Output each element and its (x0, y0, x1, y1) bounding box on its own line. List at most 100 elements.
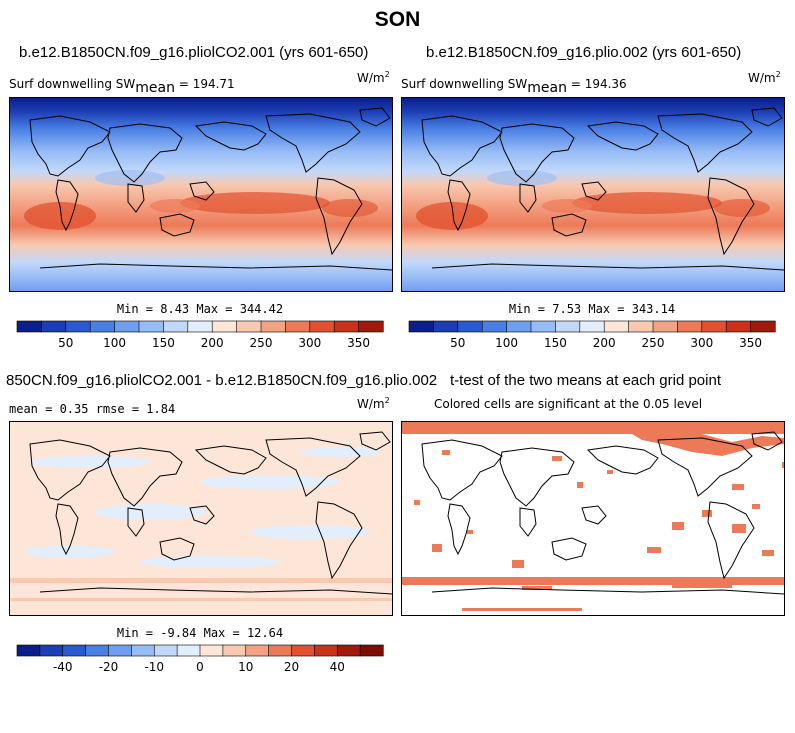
colorbar-swatch (268, 644, 293, 657)
variable-label-top-left: Surf downwelling SWmean = 194.71 (9, 76, 235, 96)
colorbar-swatch (701, 320, 727, 333)
coastline (359, 431, 391, 451)
colorbar-swatch (236, 320, 262, 333)
colorbar-swatch (358, 320, 384, 333)
colorbar-swatch (359, 644, 384, 657)
colorbar-tick-label: 0 (196, 660, 204, 674)
map-panel-bottom-right (401, 421, 785, 616)
colorbar-tick-label: 200 (593, 336, 616, 350)
coastline (431, 263, 784, 271)
colorbar-swatch (176, 644, 201, 657)
map-panel-top-right (401, 97, 785, 292)
coastline (29, 439, 111, 501)
colorbar-swatch (163, 320, 189, 333)
colorbar-swatch (16, 644, 41, 657)
units-text: W/m (357, 397, 385, 411)
coastline (39, 587, 392, 595)
colorbar-swatch (138, 320, 165, 333)
colorbar-swatch (309, 320, 335, 333)
map-sw-field (402, 98, 784, 291)
mean-value: = 194.71 (178, 77, 235, 91)
colorbar-swatch (750, 320, 776, 333)
coastline (431, 587, 784, 595)
colorbar-swatch (85, 644, 110, 657)
colorbar-swatch (652, 320, 679, 333)
coastline (519, 507, 537, 537)
coastline (447, 503, 471, 556)
coastline (159, 537, 195, 561)
colorbar-swatch (260, 320, 287, 333)
colorbar-swatch (291, 644, 315, 657)
colorbar-tick-label: 50 (450, 336, 465, 350)
colorbar-swatch (555, 320, 581, 333)
colorbar-swatch (108, 644, 132, 657)
colorbar-difference: -40 -20 -10 0 10 20 40 (16, 644, 384, 674)
colorbar-swatch (153, 644, 178, 657)
colorbar-bottom-left: -40 -20 -10 0 10 20 40 (16, 644, 384, 675)
colorbar-swatch (16, 320, 43, 333)
colorbar-swatch (506, 320, 532, 333)
colorbar-tick-label: 150 (544, 336, 567, 350)
colorbar-top-left: 50 100 150 200 250 300 350 (16, 320, 384, 351)
mean-label: mean (527, 80, 567, 96)
colorbar-swatch (628, 320, 654, 333)
variable-name: Surf downwelling SW (9, 77, 136, 91)
coastline (39, 263, 392, 271)
colorbar-tick-label: 300 (690, 336, 713, 350)
colorbar-swatch (433, 320, 459, 333)
coastline (586, 121, 659, 151)
colorbar-swatch (336, 644, 361, 657)
colorbar-tick-label: 100 (103, 336, 126, 350)
coastline (657, 113, 753, 173)
coastline (447, 179, 471, 232)
colorbar-tick-label: 250 (642, 336, 665, 350)
coastline (315, 501, 363, 580)
colorbar-swatch (481, 320, 508, 333)
coastline (581, 181, 607, 201)
coastline (265, 437, 361, 497)
colorbar-swatch (457, 320, 483, 333)
map-significance (402, 422, 784, 615)
coastline (265, 113, 361, 173)
coastline (751, 107, 783, 127)
coastline (586, 445, 659, 475)
map-difference-field (10, 422, 392, 615)
map-panel-bottom-left (9, 421, 393, 616)
colorbar-swatch (187, 320, 213, 333)
min-max-top-left: Min = 8.43 Max = 344.42 (116, 302, 284, 316)
coastline (707, 177, 755, 256)
colorbar-tick-label: 40 (330, 660, 345, 674)
colorbar-swatch (285, 320, 311, 333)
colorbar-swatch (211, 320, 238, 333)
colorbar-swatch (677, 320, 703, 333)
colorbar-tick-label: 10 (238, 660, 253, 674)
colorbar-tick-label: -20 (99, 660, 119, 674)
colorbar-swatch (39, 644, 64, 657)
colorbar-tick-label: 20 (284, 660, 299, 674)
coastline (127, 183, 145, 213)
significance-note: Colored cells are significant at the 0.0… (434, 397, 703, 411)
colorbar-swatch (222, 644, 247, 657)
units-label-top-left: W/m2 (357, 70, 390, 85)
coastline (194, 445, 267, 475)
units-text: W/m (357, 71, 385, 85)
colorbar-absolute: 50 100 150 200 250 300 350 (408, 320, 776, 350)
colorbar-swatch (530, 320, 557, 333)
units-label-top-right: W/m2 (748, 70, 781, 85)
colorbar-tick-label: 200 (201, 336, 224, 350)
min-max-top-right: Min = 7.53 Max = 343.14 (508, 302, 676, 316)
colorbar-tick-label: -10 (144, 660, 164, 674)
coastline (189, 505, 215, 525)
mean-label: mean (135, 80, 175, 96)
colorbar-tick-label: 350 (739, 336, 762, 350)
coastline (315, 177, 363, 256)
units-exponent: 2 (384, 396, 390, 405)
colorbar-absolute: 50 100 150 200 250 300 350 (16, 320, 384, 350)
colorbar-swatch (579, 320, 605, 333)
colorbar-tick-label: 50 (58, 336, 73, 350)
map-panel-top-left (9, 97, 393, 292)
coastline (421, 439, 503, 501)
colorbar-swatch (603, 320, 630, 333)
coastline (499, 447, 575, 507)
coastline (657, 437, 753, 497)
